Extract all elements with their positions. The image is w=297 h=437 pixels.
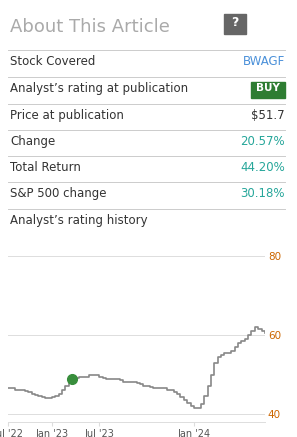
Text: 20.57%: 20.57% [240,135,285,148]
Text: About This Article: About This Article [10,18,170,36]
Text: Analyst’s rating at publication: Analyst’s rating at publication [10,82,188,95]
Text: BWAGF: BWAGF [243,55,285,68]
Text: Total Return: Total Return [10,161,81,174]
Text: 44.20%: 44.20% [240,161,285,174]
Text: Price at publication: Price at publication [10,109,124,122]
Text: 30.18%: 30.18% [241,187,285,200]
Bar [224,14,246,34]
Text: S&P 500 change: S&P 500 change [10,187,107,200]
Text: Stock Covered: Stock Covered [10,55,95,68]
Text: BUY: BUY [256,83,280,93]
Bar [251,82,285,98]
Text: ?: ? [231,16,239,29]
Text: Analyst’s rating history: Analyst’s rating history [10,214,148,227]
Text: Change: Change [10,135,55,148]
Text: $51.7: $51.7 [251,109,285,122]
